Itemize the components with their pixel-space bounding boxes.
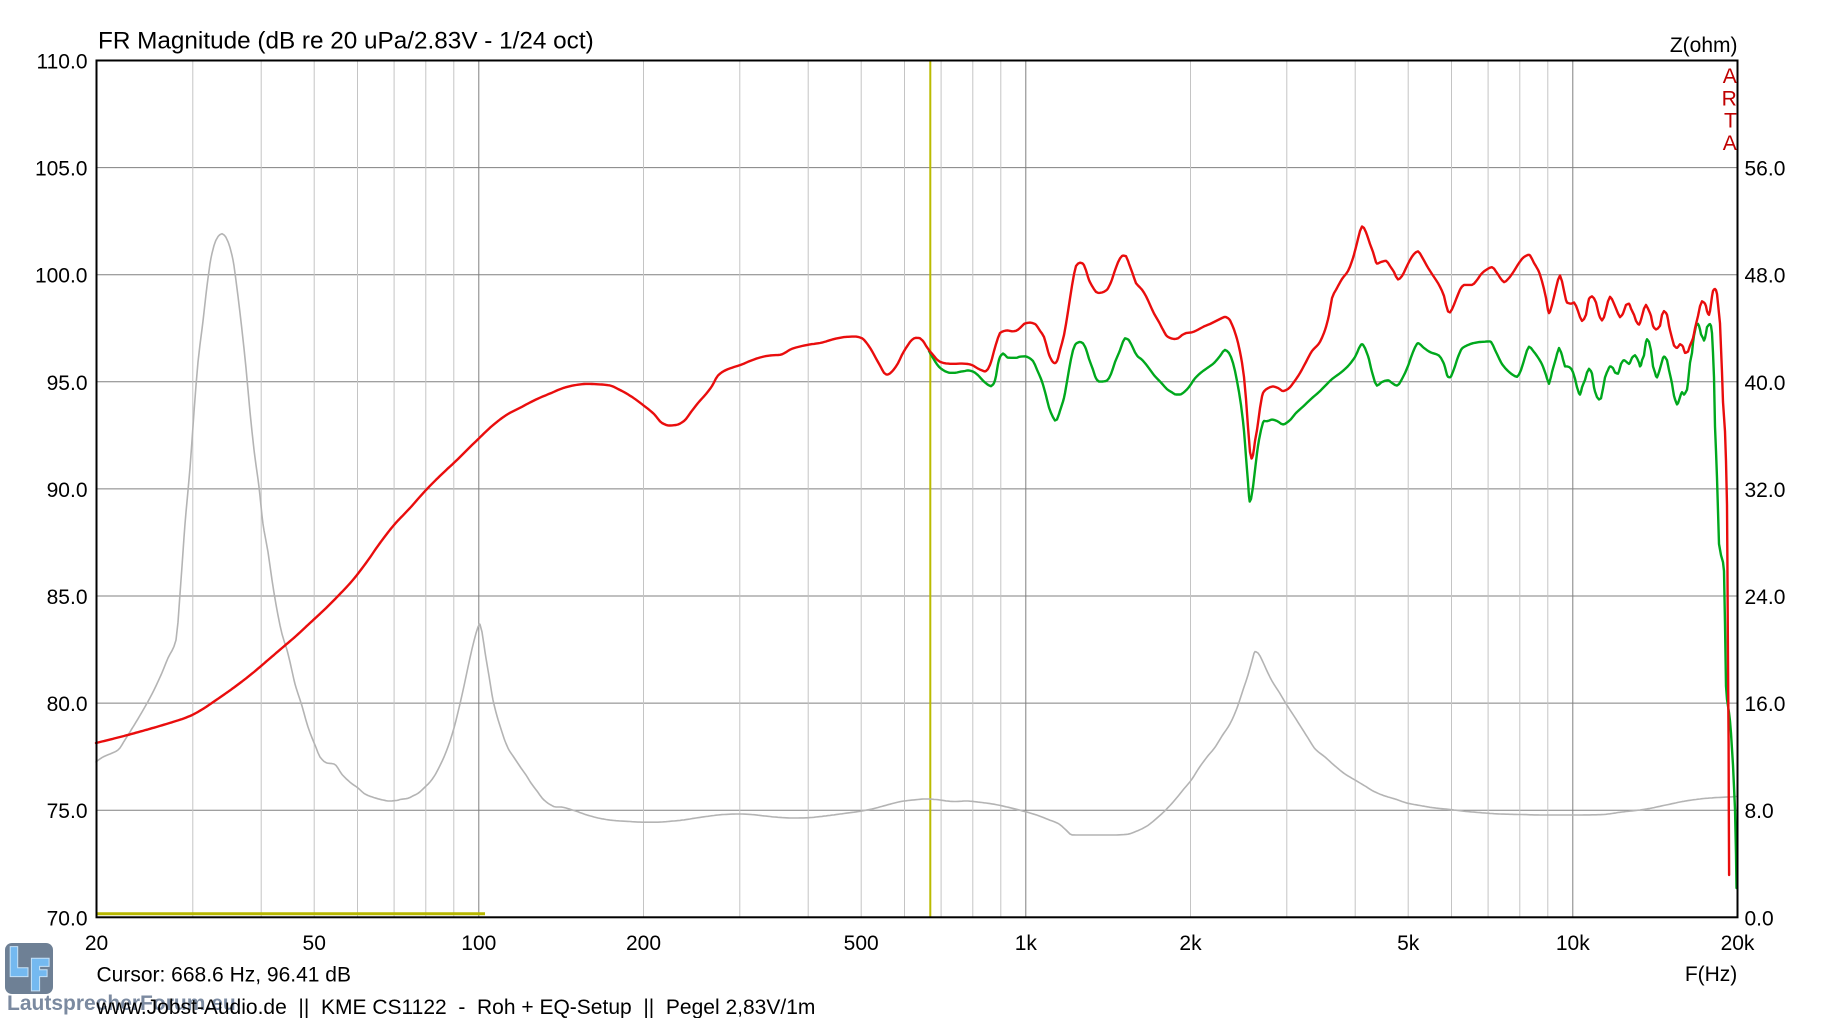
svg-text:32.0: 32.0 (1745, 479, 1786, 502)
svg-text:100.0: 100.0 (35, 265, 88, 288)
svg-text:16.0: 16.0 (1745, 693, 1786, 716)
svg-text:500: 500 (844, 932, 879, 955)
svg-text:5k: 5k (1397, 932, 1420, 955)
svg-text:40.0: 40.0 (1745, 372, 1786, 395)
svg-text:80.0: 80.0 (47, 693, 88, 716)
svg-text:20: 20 (85, 932, 108, 955)
svg-text:8.0: 8.0 (1745, 800, 1774, 823)
svg-text:70.0: 70.0 (47, 907, 88, 930)
svg-text:24.0: 24.0 (1745, 586, 1786, 609)
svg-text:www.Jobst-Audio.de || KME CS: www.Jobst-Audio.de || KME CS1122 - Roh +… (96, 996, 816, 1018)
svg-text:FR Magnitude (dB re 20 uPa/2.8: FR Magnitude (dB re 20 uPa/2.83V - 1/24 … (98, 28, 594, 55)
svg-text:90.0: 90.0 (47, 479, 88, 502)
svg-text:R: R (1722, 87, 1737, 110)
svg-text:56.0: 56.0 (1745, 158, 1786, 181)
svg-text:48.0: 48.0 (1745, 265, 1786, 288)
svg-text:95.0: 95.0 (47, 372, 88, 395)
svg-text:A: A (1723, 65, 1737, 88)
svg-text:Cursor: 668.6 Hz, 96.41 dB: Cursor: 668.6 Hz, 96.41 dB (97, 964, 351, 987)
svg-text:Z(ohm): Z(ohm) (1670, 34, 1738, 57)
svg-text:F(Hz): F(Hz) (1685, 963, 1737, 986)
svg-text:50: 50 (303, 932, 326, 955)
svg-text:110.0: 110.0 (37, 51, 88, 74)
svg-text:10k: 10k (1556, 932, 1590, 955)
svg-text:105.0: 105.0 (35, 158, 88, 181)
svg-text:A: A (1723, 132, 1737, 155)
svg-text:85.0: 85.0 (47, 586, 88, 609)
svg-text:2k: 2k (1179, 932, 1202, 955)
svg-text:T: T (1724, 110, 1737, 133)
svg-text:20k: 20k (1721, 932, 1755, 955)
svg-text:200: 200 (626, 932, 661, 955)
svg-text:0.0: 0.0 (1745, 907, 1774, 930)
svg-text:1k: 1k (1015, 932, 1038, 955)
svg-text:100: 100 (461, 932, 496, 955)
svg-text:LautsprecherForum.eu: LautsprecherForum.eu (7, 992, 236, 1015)
svg-text:75.0: 75.0 (47, 800, 88, 823)
